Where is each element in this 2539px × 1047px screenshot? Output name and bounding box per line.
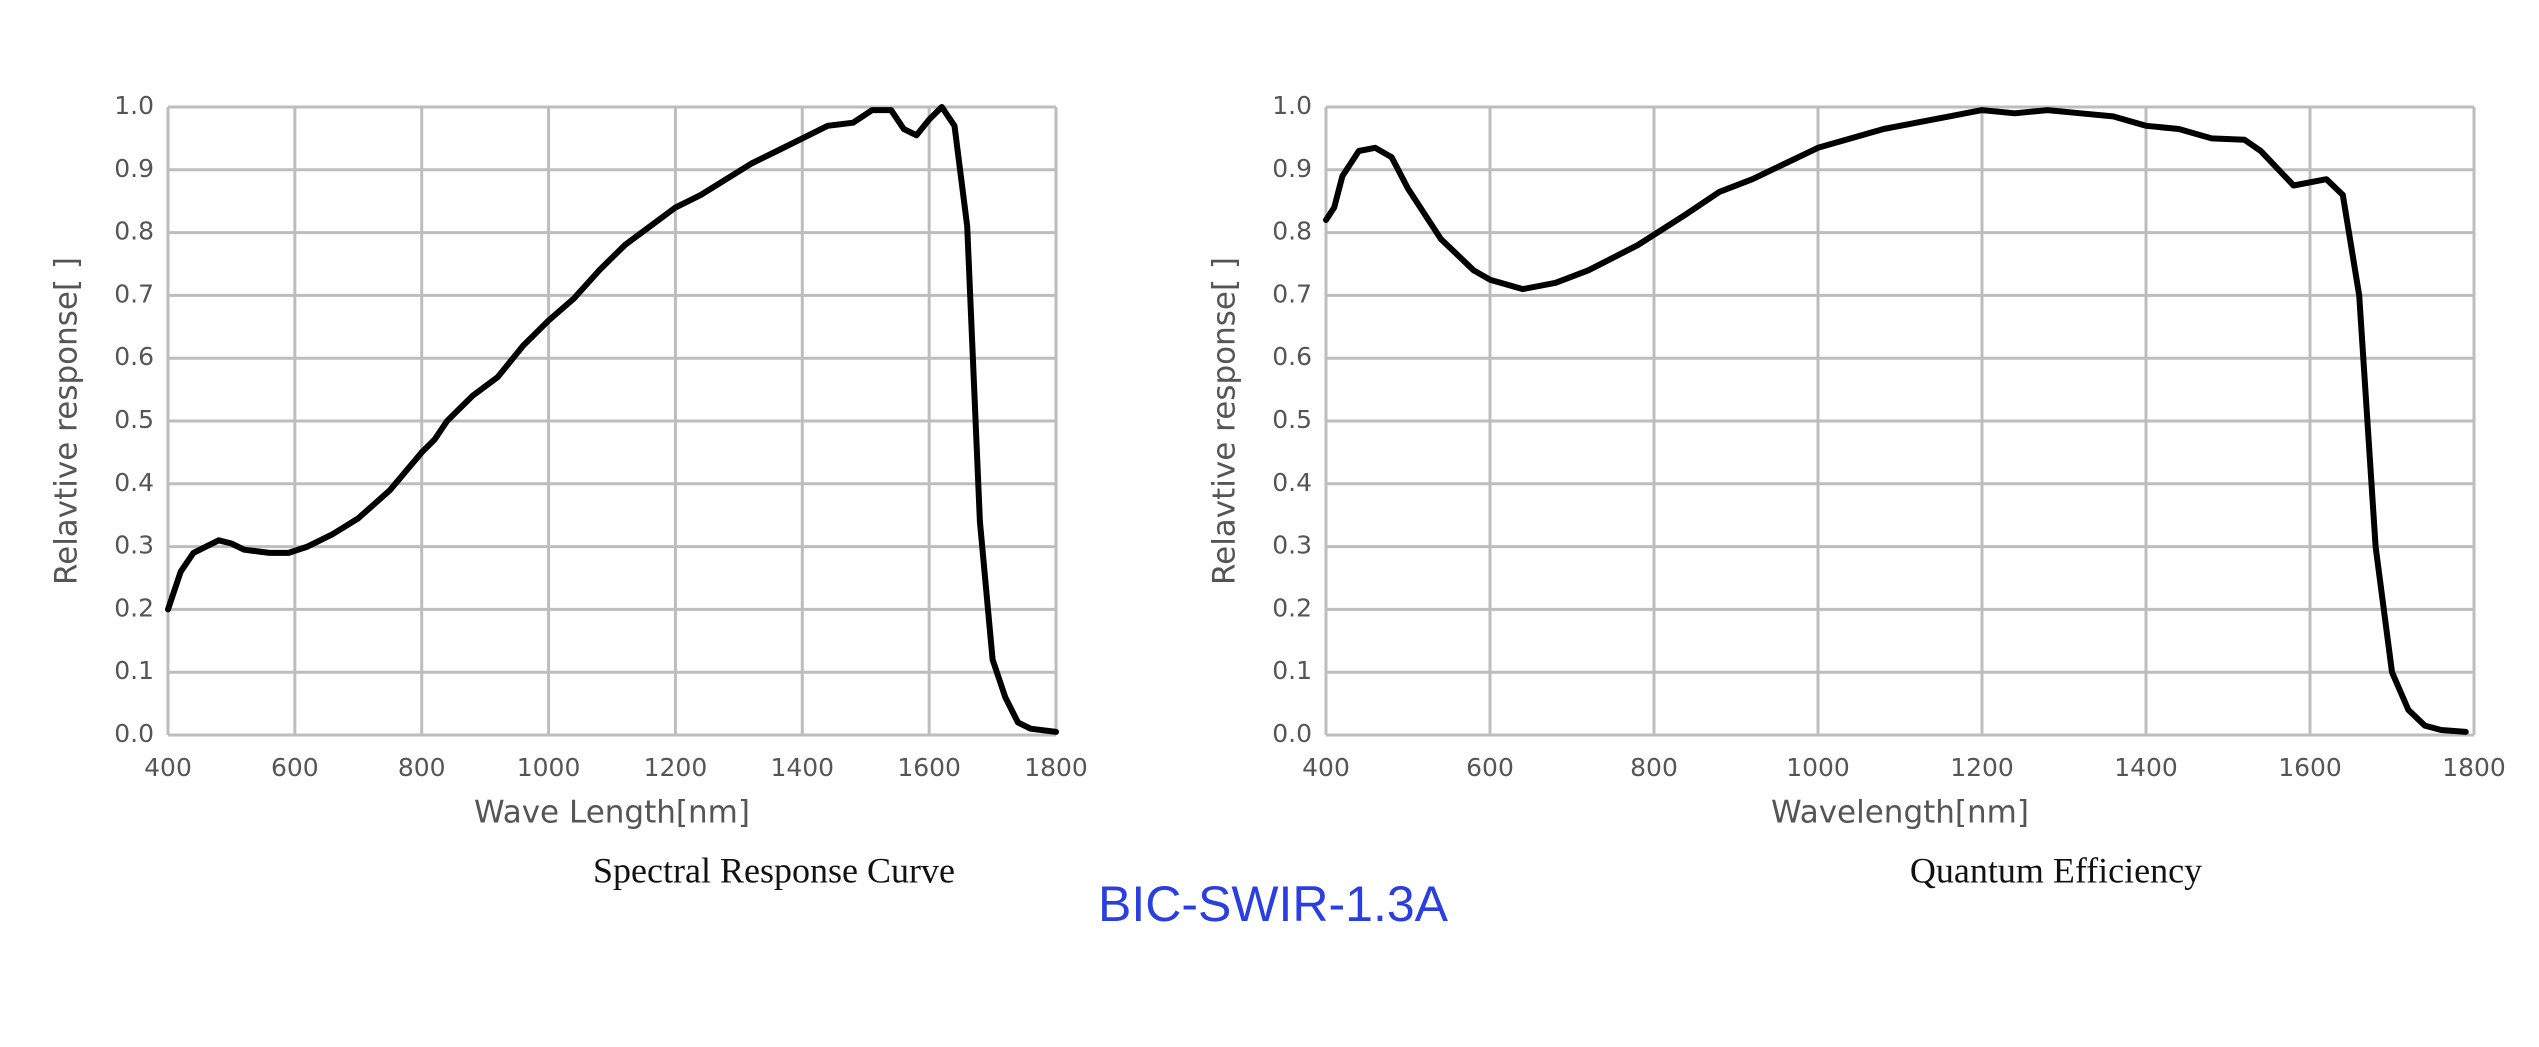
y-tick-label: 0.4 [114, 468, 154, 497]
y-tick-label: 0.8 [114, 217, 154, 246]
data-line [165, 104, 1059, 735]
x-tick-label: 1600 [897, 753, 961, 782]
y-tick-label: 0.1 [114, 656, 154, 685]
y-tick-label: 0.4 [1272, 468, 1312, 497]
y-tick-label: 1.0 [114, 91, 154, 120]
y-tick-label: 0.6 [1272, 342, 1312, 371]
y-tick-label: 0.7 [1272, 279, 1312, 308]
y-tick-label: 0.2 [114, 593, 154, 622]
x-tick-label: 1400 [2114, 753, 2178, 782]
x-tick-label: 1400 [770, 753, 834, 782]
data-line [1323, 107, 2469, 735]
x-tick-label: 1600 [2278, 753, 2342, 782]
x-tick-label: 800 [398, 753, 446, 782]
y-tick-label: 0.9 [1272, 154, 1312, 183]
x-tick-label: 800 [1630, 753, 1678, 782]
y-tick-label: 0.7 [114, 279, 154, 308]
x-tick-label: 1000 [1786, 753, 1850, 782]
x-tick-label: 1200 [644, 753, 708, 782]
y-tick-label: 0.2 [1272, 593, 1312, 622]
x-axis-label: Wavelength[nm] [1771, 795, 2029, 831]
x-tick-label: 400 [1302, 753, 1350, 782]
y-tick-label: 0.5 [114, 405, 154, 434]
y-axis-label: Relavtive response[ ] [1207, 257, 1243, 585]
y-tick-label: 0.9 [114, 154, 154, 183]
y-tick-label: 0.3 [114, 531, 154, 560]
y-tick-label: 0.0 [114, 719, 154, 748]
x-tick-label: 1000 [517, 753, 581, 782]
chart-title: Spectral Response Curve [593, 850, 955, 890]
x-tick-label: 1800 [2442, 753, 2506, 782]
y-tick-label: 0.5 [1272, 405, 1312, 434]
y-tick-label: 1.0 [1272, 91, 1312, 120]
y-tick-label: 0.0 [1272, 719, 1312, 748]
x-axis-label: Wave Length[nm] [474, 795, 750, 831]
y-tick-label: 0.6 [114, 342, 154, 371]
x-tick-label: 1200 [1950, 753, 2014, 782]
x-tick-label: 1800 [1024, 753, 1088, 782]
y-tick-label: 0.1 [1272, 656, 1312, 685]
chart-title: Quantum Efficiency [1910, 850, 2202, 890]
y-axis-label: Relavtive response[ ] [49, 257, 85, 585]
product-label: BIC-SWIR-1.3A [1098, 876, 1449, 932]
x-tick-label: 600 [271, 753, 319, 782]
x-tick-label: 600 [1466, 753, 1514, 782]
x-tick-label: 400 [144, 753, 192, 782]
y-tick-label: 0.8 [1272, 217, 1312, 246]
y-tick-label: 0.3 [1272, 531, 1312, 560]
